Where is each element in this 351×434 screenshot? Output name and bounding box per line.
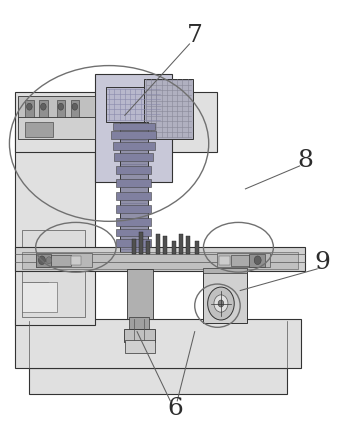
Bar (15, 92, 218, 152)
Bar (116, 229, 151, 237)
Bar (36, 253, 92, 267)
Bar (25, 100, 34, 118)
Bar (218, 253, 270, 267)
Bar (139, 232, 143, 254)
Bar (113, 142, 154, 150)
Bar (95, 74, 172, 182)
Circle shape (214, 295, 228, 312)
Bar (116, 179, 151, 187)
Bar (15, 319, 302, 368)
Bar (124, 329, 155, 342)
Bar (204, 271, 247, 323)
Bar (130, 316, 148, 329)
Bar (231, 255, 249, 266)
Circle shape (254, 256, 261, 265)
Bar (25, 122, 53, 137)
Bar (172, 241, 176, 254)
Bar (163, 237, 167, 254)
Circle shape (58, 103, 64, 110)
Circle shape (72, 103, 78, 110)
Bar (15, 131, 95, 325)
Bar (116, 240, 151, 247)
Bar (116, 192, 151, 200)
Bar (195, 241, 199, 254)
Bar (146, 241, 150, 254)
Bar (18, 96, 95, 122)
Circle shape (27, 103, 32, 110)
Bar (71, 256, 81, 265)
Bar (15, 247, 305, 271)
Bar (116, 205, 151, 213)
Circle shape (46, 257, 52, 264)
Bar (36, 254, 51, 267)
Bar (22, 230, 85, 316)
Circle shape (39, 256, 45, 265)
Bar (186, 237, 190, 254)
Bar (179, 234, 183, 254)
Text: 9: 9 (314, 251, 330, 274)
Bar (18, 118, 95, 139)
Bar (106, 87, 161, 122)
Bar (219, 256, 230, 265)
Bar (249, 254, 265, 267)
Circle shape (41, 103, 46, 110)
Bar (204, 268, 247, 273)
Bar (39, 100, 48, 118)
Bar (125, 340, 154, 353)
Bar (132, 239, 136, 254)
Bar (22, 252, 298, 269)
Bar (114, 153, 153, 161)
Bar (156, 234, 160, 254)
Bar (116, 218, 151, 226)
Text: 7: 7 (187, 24, 203, 47)
Bar (113, 123, 154, 131)
Text: 6: 6 (167, 397, 184, 420)
Circle shape (208, 287, 234, 320)
Bar (120, 122, 147, 252)
Bar (127, 269, 153, 319)
Bar (57, 100, 65, 118)
Bar (29, 368, 287, 395)
Bar (22, 282, 57, 312)
Bar (116, 166, 151, 174)
Bar (144, 79, 193, 139)
Bar (51, 255, 71, 266)
Bar (111, 132, 156, 139)
Bar (71, 100, 79, 118)
Text: 8: 8 (297, 149, 313, 172)
Circle shape (218, 300, 224, 307)
